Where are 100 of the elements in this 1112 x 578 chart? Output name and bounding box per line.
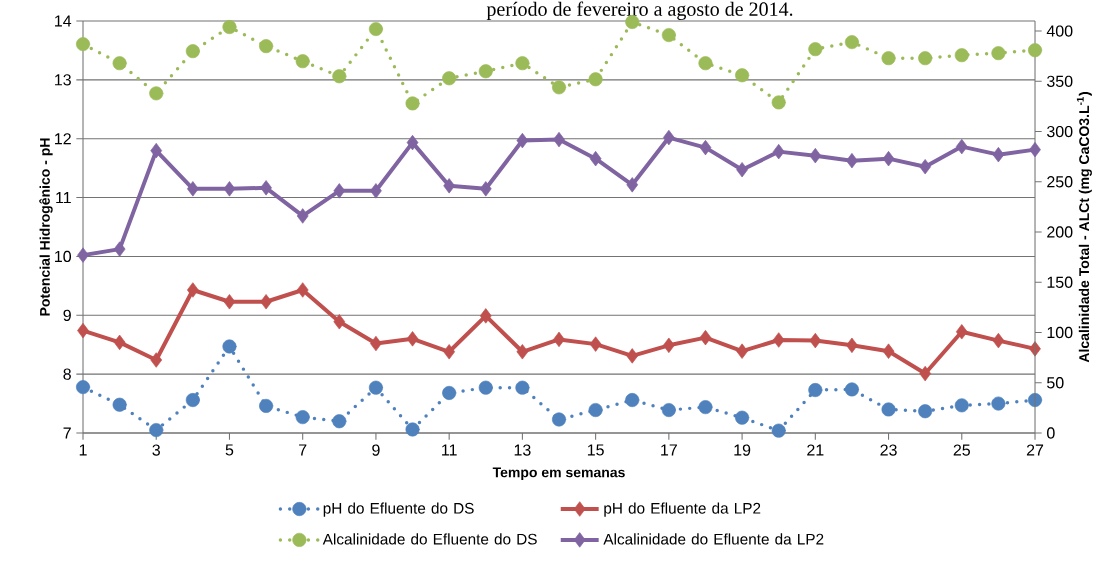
point: [405, 422, 420, 437]
point: [553, 331, 565, 348]
point: [223, 294, 236, 310]
point: [772, 143, 785, 160]
point: [954, 48, 969, 63]
point: [992, 146, 1005, 163]
y-axis-title: Potencial Hidrogênico - pH: [39, 138, 53, 316]
point: [661, 403, 676, 418]
point: [735, 68, 750, 83]
y-tick-label: 12: [55, 133, 71, 145]
x-tick-label: 9: [372, 444, 380, 456]
legend-label: Alcalinidade do Efluente do DS: [322, 533, 537, 545]
point: [113, 241, 126, 257]
y-tick-label: 7: [63, 427, 71, 439]
point: [443, 344, 455, 360]
point: [405, 96, 420, 111]
point: [295, 410, 310, 425]
point: [478, 380, 493, 395]
point: [77, 322, 89, 339]
point: [992, 332, 1005, 349]
point: [991, 46, 1006, 61]
point: [844, 35, 859, 50]
point: [661, 28, 676, 43]
legend-label: pH do Efluente da LP2: [604, 502, 761, 517]
point: [295, 54, 310, 69]
y-tick-label: 9: [63, 309, 71, 321]
point: [112, 56, 127, 71]
point: [259, 39, 274, 54]
point: [882, 151, 895, 167]
point: [150, 352, 163, 368]
point: [771, 423, 786, 438]
point: [808, 383, 823, 398]
point: [772, 332, 785, 348]
point: [918, 404, 933, 419]
point: [516, 132, 529, 149]
point: [332, 69, 347, 84]
y2-tick-label: 100: [1047, 326, 1073, 339]
point: [588, 72, 603, 87]
point: [443, 178, 455, 194]
point: [296, 208, 309, 224]
point: [75, 37, 91, 52]
point: [846, 153, 858, 169]
point: [260, 180, 272, 196]
point: [260, 294, 272, 310]
point: [699, 139, 712, 156]
y2-tick-label: 0: [1047, 427, 1055, 439]
x-tick-label: 5: [225, 444, 234, 456]
point: [368, 380, 383, 395]
point: [625, 393, 640, 408]
point: [553, 131, 565, 148]
point: [663, 337, 675, 353]
x-tick-label: 15: [587, 444, 604, 456]
point: [516, 344, 529, 360]
x-axis-title: Tempo em semanas: [492, 467, 625, 481]
point: [75, 380, 91, 395]
point: [149, 423, 164, 438]
point: [881, 51, 896, 66]
point: [771, 95, 786, 110]
point: [736, 162, 748, 178]
point: [370, 335, 382, 352]
y2-tick-label: 150: [1047, 276, 1073, 288]
point: [589, 336, 602, 352]
point: [736, 343, 748, 359]
point: [406, 331, 419, 347]
point: [478, 64, 493, 79]
point: [479, 181, 492, 197]
point: [808, 42, 823, 57]
point: [368, 22, 383, 37]
point: [333, 314, 346, 330]
y2-tick-label: 250: [1047, 176, 1073, 188]
point: [77, 247, 89, 263]
x-tick-label: 13: [514, 444, 531, 456]
y2-tick-label: 350: [1047, 75, 1073, 87]
point: [844, 382, 859, 397]
y-tick-label: 14: [55, 15, 72, 27]
point: [698, 400, 713, 415]
point: [699, 329, 712, 346]
x-tick-label: 21: [807, 444, 824, 456]
y-tick-label: 11: [56, 192, 71, 204]
legend-label: Alcalinidade do Efluente da LP2: [603, 533, 824, 545]
point: [185, 393, 200, 408]
x-tick-label: 11: [442, 444, 457, 456]
point: [663, 129, 675, 146]
point: [479, 308, 492, 324]
y2-axis-title: Alcalinidade Total - ALCt (mg CaCO3.L$^{-1}$): [1076, 92, 1092, 363]
point: [552, 412, 567, 427]
x-tick-label: 3: [152, 444, 160, 456]
point: [991, 396, 1006, 411]
point: [150, 142, 163, 159]
point: [296, 282, 309, 298]
y-tick-label: 8: [63, 368, 71, 380]
x-tick-label: 25: [953, 444, 970, 456]
point: [370, 183, 382, 199]
y2-tick-label: 50: [1047, 377, 1064, 389]
point: [515, 56, 530, 71]
point: [881, 402, 896, 417]
point: [698, 56, 713, 71]
point: [552, 80, 567, 95]
y-tick-label: 13: [55, 74, 71, 86]
point: [809, 332, 822, 349]
